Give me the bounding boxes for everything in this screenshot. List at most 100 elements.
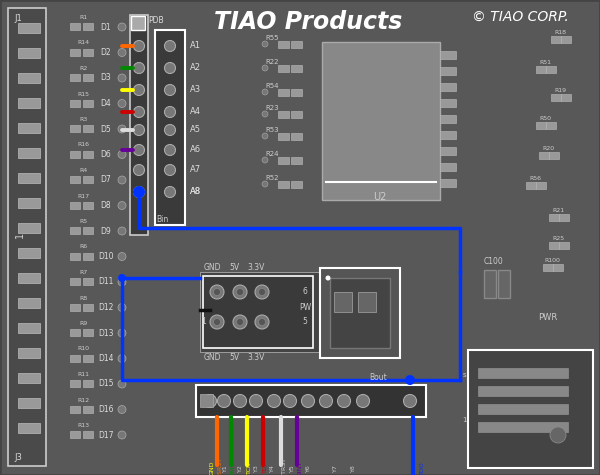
Circle shape (262, 181, 268, 187)
Circle shape (118, 23, 126, 31)
Bar (130, 15, 148, 235)
Bar (70, 99, 80, 106)
Bar (322, 42, 440, 200)
Bar (536, 66, 546, 73)
Text: GND: GND (203, 353, 221, 362)
Bar (83, 380, 93, 387)
Text: A3: A3 (190, 86, 201, 95)
Bar (549, 242, 559, 249)
Bar (83, 23, 93, 30)
Text: R100: R100 (544, 257, 560, 263)
Bar (83, 354, 93, 361)
Bar (291, 133, 302, 140)
Bar (83, 201, 93, 209)
Bar (358, 292, 376, 312)
Bar (70, 74, 80, 81)
Text: Y5: Y5 (290, 464, 295, 472)
Text: R9: R9 (79, 321, 87, 326)
Circle shape (118, 151, 126, 159)
Text: R11: R11 (77, 372, 89, 377)
Text: PDB: PDB (148, 16, 164, 25)
Text: R23: R23 (265, 105, 279, 111)
Bar (478, 422, 568, 432)
Bar (155, 30, 185, 225)
Bar (18, 23, 40, 33)
Bar (70, 227, 80, 234)
Text: R17: R17 (77, 193, 89, 199)
Bar (70, 380, 80, 387)
Text: D17: D17 (98, 430, 114, 439)
Circle shape (302, 395, 314, 408)
Text: R54: R54 (265, 83, 279, 89)
Text: GND: GND (210, 461, 215, 475)
Text: A5: A5 (190, 125, 201, 134)
Text: R6: R6 (79, 245, 87, 249)
Bar (70, 151, 80, 158)
Text: R2: R2 (79, 66, 87, 71)
Bar (83, 125, 93, 132)
Circle shape (284, 395, 296, 408)
Bar (278, 89, 289, 96)
Text: A4: A4 (190, 107, 201, 116)
Circle shape (214, 319, 221, 325)
Circle shape (164, 85, 176, 95)
Bar (561, 36, 571, 43)
Text: R8: R8 (79, 295, 87, 301)
Bar (330, 278, 390, 348)
Bar (131, 16, 145, 30)
Bar (18, 173, 40, 183)
Text: A8: A8 (190, 188, 201, 197)
Text: D14: D14 (98, 354, 114, 363)
Circle shape (118, 431, 126, 439)
Bar (291, 181, 302, 188)
Text: D16: D16 (98, 405, 114, 414)
Bar (291, 89, 302, 96)
Bar (8, 8, 46, 466)
Text: D15: D15 (98, 380, 114, 389)
Circle shape (118, 354, 126, 362)
Text: TCK: TCK (247, 462, 252, 474)
Circle shape (164, 40, 176, 51)
Text: A7: A7 (190, 165, 201, 174)
Bar (70, 304, 80, 311)
Text: R25: R25 (552, 236, 564, 240)
Bar (468, 350, 593, 468)
Circle shape (262, 89, 268, 95)
Text: D11: D11 (98, 277, 113, 286)
Text: Y7: Y7 (333, 464, 338, 472)
Bar (536, 182, 546, 189)
Circle shape (133, 63, 145, 74)
Text: R5: R5 (79, 219, 87, 224)
Circle shape (118, 99, 126, 107)
Text: D2: D2 (101, 48, 112, 57)
Circle shape (118, 74, 126, 82)
Bar (278, 65, 289, 72)
Text: R24: R24 (265, 151, 279, 157)
Text: Y4: Y4 (270, 464, 275, 472)
Text: D10: D10 (98, 252, 114, 261)
Bar (546, 66, 556, 73)
Text: Y3: Y3 (254, 464, 259, 472)
Circle shape (405, 375, 415, 385)
Text: R56: R56 (529, 175, 541, 180)
Bar (18, 73, 40, 83)
Bar (83, 227, 93, 234)
Text: D12: D12 (98, 303, 113, 312)
Bar (559, 214, 569, 221)
Circle shape (118, 253, 126, 260)
Text: D9: D9 (101, 227, 112, 236)
Text: R13: R13 (77, 423, 89, 428)
Text: s: s (462, 372, 466, 378)
Circle shape (218, 395, 230, 408)
Circle shape (203, 395, 217, 408)
Text: R50: R50 (539, 115, 551, 121)
Bar (440, 67, 456, 75)
Bar (18, 48, 40, 58)
Text: D5: D5 (101, 124, 112, 133)
Text: TMS: TMS (231, 461, 236, 475)
Circle shape (118, 380, 126, 388)
Bar (83, 304, 93, 311)
Bar (546, 122, 556, 129)
Circle shape (164, 164, 176, 175)
Circle shape (262, 133, 268, 139)
